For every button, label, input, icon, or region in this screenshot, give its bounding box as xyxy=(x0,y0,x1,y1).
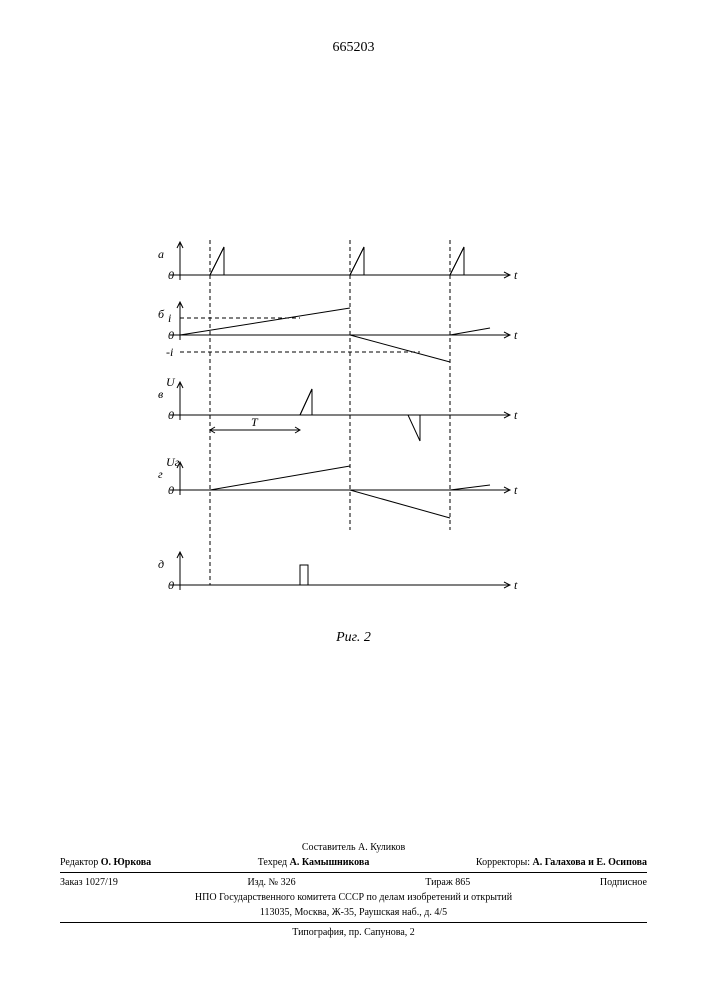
org2: 113035, Москва, Ж-35, Раушская наб., д. … xyxy=(60,905,647,920)
svg-text:д: д xyxy=(158,557,164,571)
svg-text:а: а xyxy=(158,247,164,261)
editor: Редактор О. Юркова xyxy=(60,857,151,868)
print-row: Заказ 1027/19 Изд. № 326 Тираж 865 Подпи… xyxy=(60,875,647,890)
correctors: Корректоры: А. Галахова и Е. Осипова xyxy=(476,857,647,868)
svg-text:U: U xyxy=(166,375,176,389)
svg-text:0: 0 xyxy=(168,328,174,342)
svg-text:i: i xyxy=(168,311,171,325)
figure: а0tб0ti-iвU0tTгUг0tд0t xyxy=(150,200,550,620)
figure-caption: Риг. 2 xyxy=(0,630,707,646)
izd: Изд. № 326 xyxy=(247,877,295,888)
svg-text:t: t xyxy=(514,578,518,592)
svg-text:t: t xyxy=(514,408,518,422)
tirazh: Тираж 865 xyxy=(425,877,470,888)
svg-text:T: T xyxy=(251,415,259,429)
podpis: Подписное xyxy=(600,877,647,888)
svg-text:0: 0 xyxy=(168,483,174,497)
typography: Типография, пр. Сапунова, 2 xyxy=(60,925,647,940)
techred: Техред А. Камышникова xyxy=(258,857,370,868)
svg-text:0: 0 xyxy=(168,578,174,592)
svg-text:0: 0 xyxy=(168,408,174,422)
svg-text:t: t xyxy=(514,268,518,282)
svg-text:t: t xyxy=(514,483,518,497)
svg-text:б: б xyxy=(158,307,165,321)
svg-text:0: 0 xyxy=(168,268,174,282)
svg-text:в: в xyxy=(158,387,163,401)
org1: НПО Государственного комитета СССР по де… xyxy=(60,890,647,905)
page-number: 665203 xyxy=(0,40,707,56)
svg-text:-i: -i xyxy=(166,345,173,359)
compiler-line: Составитель А. Куликов xyxy=(60,840,647,855)
svg-text:Uг: Uг xyxy=(166,455,180,469)
order: Заказ 1027/19 xyxy=(60,877,118,888)
footer-block: Составитель А. Куликов Редактор О. Юрков… xyxy=(60,840,647,940)
credits-row: Редактор О. Юркова Техред А. Камышникова… xyxy=(60,855,647,870)
svg-text:г: г xyxy=(158,467,163,481)
svg-text:t: t xyxy=(514,328,518,342)
